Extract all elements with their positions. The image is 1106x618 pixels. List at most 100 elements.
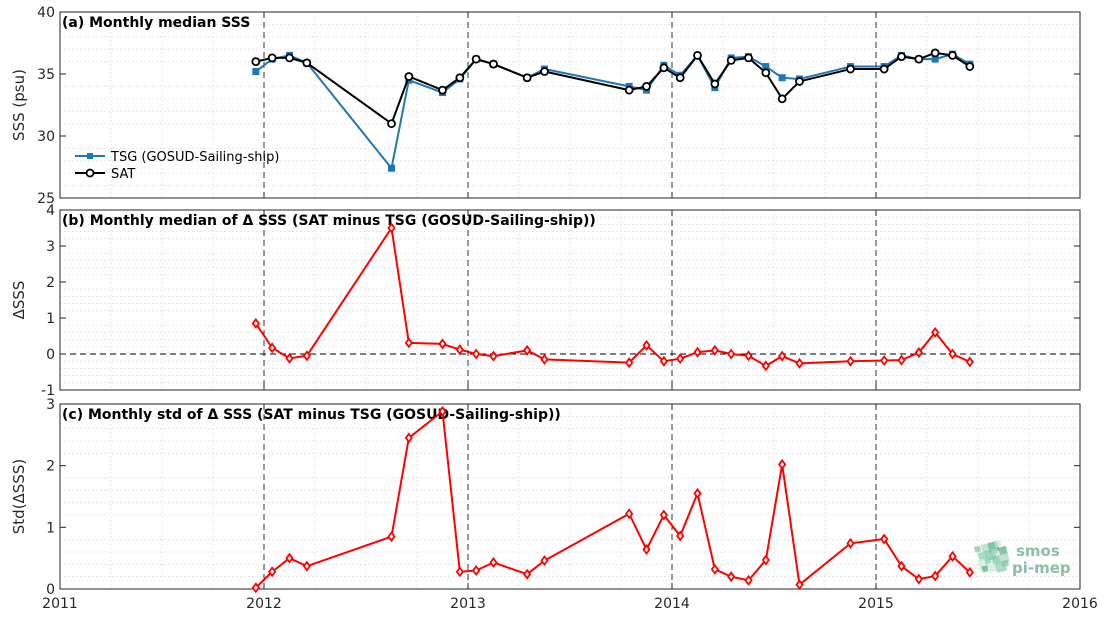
data-point <box>285 552 294 564</box>
panel-title: (b) Monthly median of Δ SSS (SAT minus T… <box>62 213 596 229</box>
y-tick-label: 2 <box>46 275 55 291</box>
data-point <box>693 346 702 358</box>
data-point <box>251 317 260 329</box>
x-tick-label: 2014 <box>654 596 690 612</box>
logo-mark <box>984 557 992 565</box>
data-point <box>777 94 787 104</box>
y-tick-label: 30 <box>37 129 55 145</box>
data-point <box>268 566 277 578</box>
data-point <box>880 354 889 366</box>
data-point <box>540 67 549 76</box>
data-point <box>744 53 753 63</box>
data-point <box>404 72 414 81</box>
logo-text-pimep: pi-mep <box>1012 559 1071 577</box>
data-point <box>948 348 957 360</box>
data-point <box>523 344 532 356</box>
data-point <box>489 350 498 362</box>
panel-a: 25 30 35 40 SSS (psu) (a) Monthly median SSS T… <box>10 5 1081 207</box>
data-point <box>302 350 311 362</box>
data-point <box>251 582 260 594</box>
data-point <box>914 54 924 64</box>
data-point <box>472 565 481 576</box>
data-point <box>675 73 685 83</box>
data-point <box>625 357 634 369</box>
data-point <box>471 54 481 64</box>
data-point <box>659 355 668 367</box>
data-point <box>693 487 702 499</box>
data-point <box>252 68 260 76</box>
data-point <box>880 533 889 545</box>
data-point <box>251 57 261 66</box>
logo-mark <box>994 540 1002 548</box>
data-point <box>302 58 312 68</box>
panel-b: -1 0 1 2 3 4 ΔSSS (b) Monthly median of Δ SSS (… <box>10 203 1081 399</box>
x-tick-label: 2011 <box>42 596 78 612</box>
data-point <box>642 82 651 91</box>
data-point <box>914 573 923 585</box>
panel-title: (c) Monthly std of Δ SSS (SAT minus TSG … <box>62 407 561 423</box>
y-tick-label: 35 <box>37 67 55 83</box>
data-point <box>727 348 736 360</box>
data-point <box>624 85 634 95</box>
axes-frame <box>59 11 1081 199</box>
data-point <box>846 64 855 74</box>
logo-mark <box>991 548 999 556</box>
data-point <box>455 344 464 356</box>
legend-label-tsg: TSG (GOSUD-Sailing-ship) <box>110 150 279 165</box>
data-point <box>761 360 770 372</box>
data-point <box>659 63 669 73</box>
data-point <box>540 555 549 567</box>
panel-c: 0 1 2 3 Std(ΔSSS) (c) Monthly std of Δ SSS (S… <box>10 397 1081 598</box>
data-point <box>897 52 906 62</box>
data-point <box>523 568 532 580</box>
data-point <box>965 356 974 368</box>
y-tick-label: 4 <box>46 203 55 219</box>
y-tick-label: 25 <box>37 191 55 207</box>
data-point <box>267 53 277 63</box>
data-point <box>625 508 634 520</box>
data-point <box>931 570 940 582</box>
axes-frame <box>59 403 1081 590</box>
y-tick-label: 40 <box>37 5 55 21</box>
y-tick-label: 0 <box>46 582 55 598</box>
data-point <box>676 353 685 365</box>
y-axis-label: Std(ΔSSS) <box>10 459 28 534</box>
data-point <box>965 566 974 578</box>
legend: TSG (GOSUD-Sailing-ship) SAT <box>75 150 279 182</box>
data-point <box>778 458 787 470</box>
data-point <box>438 85 447 95</box>
data-point <box>930 48 940 58</box>
axes-frame <box>59 209 1081 391</box>
data-point <box>387 531 396 543</box>
y-tick-label: 0 <box>46 347 55 363</box>
data-point <box>726 55 736 65</box>
legend-label-sat: SAT <box>111 167 135 182</box>
data-point <box>948 550 957 562</box>
data-point <box>388 164 395 172</box>
data-point <box>778 74 786 82</box>
y-tick-label: -1 <box>41 383 55 399</box>
data-point <box>710 79 720 89</box>
data-point <box>914 347 923 359</box>
y-tick-label: 2 <box>46 459 55 475</box>
data-point <box>710 563 719 575</box>
data-point <box>659 509 668 521</box>
data-point <box>489 556 498 568</box>
logo-mark <box>1001 559 1009 568</box>
data-point <box>846 355 855 367</box>
data-point <box>879 64 889 74</box>
data-point <box>761 554 770 566</box>
x-tick-label: 2016 <box>1062 596 1098 612</box>
x-tick-label: 2015 <box>858 596 894 612</box>
data-point <box>642 544 651 556</box>
data-point <box>897 560 906 572</box>
data-point <box>795 77 804 86</box>
data-point <box>676 530 685 542</box>
data-point <box>744 350 753 362</box>
data-point <box>931 326 940 338</box>
data-point <box>761 68 771 78</box>
series-line <box>255 410 971 589</box>
data-point <box>965 62 975 71</box>
